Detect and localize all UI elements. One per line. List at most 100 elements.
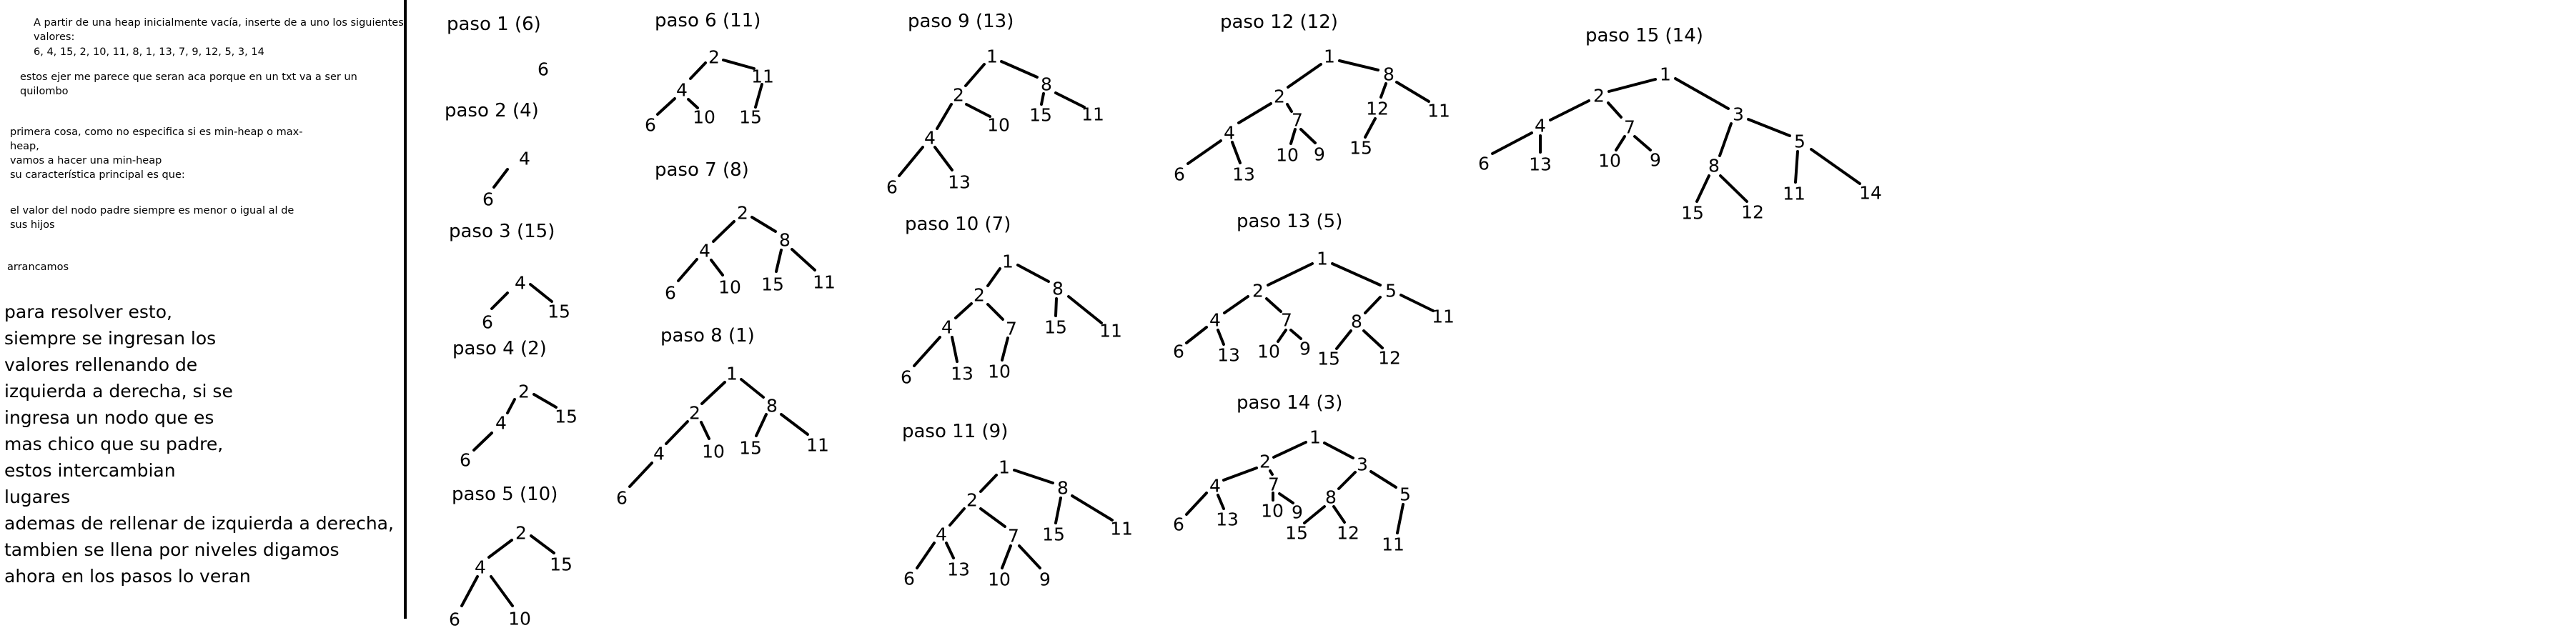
heap-node: 11 [751,66,774,87]
tree-edge [1277,329,1287,343]
heap-node: 2 [1259,452,1271,472]
heap-node: 12 [1337,523,1359,544]
heap-node: 13 [1217,345,1240,366]
tree-edge [1303,505,1326,524]
step-title: paso 6 (11) [655,10,761,31]
heap-node: 9 [1299,339,1311,359]
step-2-tree: paso 2 (4) 4 6 [445,100,539,210]
heap-node: 11 [1783,184,1805,204]
heap-node: 6 [1174,164,1185,185]
tree-edge [951,336,958,363]
tree-edge [1272,441,1307,459]
tree-edge [1040,92,1045,106]
tree-edge [1362,329,1384,349]
heap-node: 1 [1309,427,1321,448]
tree-edge [948,507,966,527]
statement-text: A partir de una heap inicialmente vacía,… [34,17,404,43]
tree-edge [1278,492,1294,504]
tree-edge [1187,139,1222,165]
heap-node: 11 [813,272,836,293]
tree-edge [965,103,991,118]
step-title: paso 15 (14) [1585,25,1703,46]
tree-edge [936,103,953,130]
step-1-tree: paso 1 (6) 6 [447,14,549,80]
heap-node: 1 [1317,249,1328,269]
heap-node: 11 [1099,321,1122,342]
tree-edge [506,398,516,414]
tree-edge [740,378,765,399]
tree-edge [1286,103,1293,113]
heap-node: 10 [718,277,741,298]
heap-node: 15 [1681,203,1704,224]
heap-node: 6 [1478,154,1490,174]
tree-edge [1810,148,1861,185]
tree-edge [700,381,726,405]
heap-node: 4 [519,149,530,169]
heap-node: 15 [1285,523,1308,544]
heap-node: 5 [1794,131,1805,152]
heap-node: 10 [1276,145,1299,166]
heap-node: 10 [987,115,1010,136]
heap-node: 2 [518,382,530,402]
heap-node: 13 [948,172,971,193]
tree-edge [1395,81,1430,103]
heap-node: 4 [936,524,947,545]
tree-edge [529,283,553,303]
heap-node: 4 [653,444,665,464]
statement-values: 6, 4, 15, 2, 10, 11, 8, 1, 13, 7, 9, 12,… [34,46,264,58]
tree-edge [933,146,953,171]
heap-node: 9 [1650,150,1661,171]
heap-node: 4 [495,413,507,434]
heap-node: 10 [988,569,1011,590]
tree-edge [1289,329,1302,340]
heap-node: 15 [555,407,578,427]
heap-node: 15 [548,301,570,322]
heap-node: 6 [616,488,628,509]
tree-edge [1067,295,1103,324]
tree-edge [913,336,941,367]
heap-node: 2 [689,403,700,424]
tree-edge [1299,128,1317,144]
heap-node: 1 [726,364,738,384]
heap-node: 2 [1252,281,1264,301]
step-title: paso 10 (7) [905,214,1011,235]
tree-edge [1400,294,1435,312]
step-title: paso 1 (6) [447,14,541,35]
heap-node: 4 [699,241,710,261]
heap-node: 6 [460,450,471,471]
tree-edge [1013,469,1054,484]
tree-edge [1364,117,1377,139]
step-6-tree: paso 6 (11) 24 11 6 10 15 [645,10,774,136]
tree-edge [1549,99,1590,121]
step-4-tree: paso 4 (2) 24 15 6 [452,338,578,471]
tree-edge [1231,141,1242,164]
tree-edge [1491,131,1533,155]
tree-edge [1695,174,1710,203]
tree-edge [954,302,973,319]
step-title: paso 8 (1) [660,325,755,347]
tree-edge [945,542,955,559]
step-13-tree: paso 13 (5)12 54 7 8 116 13 10 9 15 12 [1173,211,1455,369]
tree-edge [490,291,509,310]
tree-edge [1222,467,1258,482]
tree-edge [1000,60,1039,79]
heap-node: 12 [1378,348,1401,369]
step-title: paso 14 (3) [1237,392,1342,414]
heap-node: 15 [1317,349,1340,369]
heap-node: 14 [1859,183,1882,204]
tree-edge [1719,174,1748,203]
tree-edge [628,462,653,488]
heap-node: 2 [708,47,720,68]
tree-edge [1332,505,1346,524]
arrancamos-text: arrancamos [7,261,69,273]
heap-node: 1 [1002,251,1014,272]
heap-node: 15 [1029,105,1052,126]
heap-node: 2 [974,285,985,306]
step-title: paso 2 (4) [445,100,539,121]
tree-edge [1718,122,1733,157]
heap-node: 15 [761,274,784,295]
tree-edge [750,216,777,233]
tree-edge [1747,118,1791,137]
heap-node: 13 [1216,509,1239,530]
